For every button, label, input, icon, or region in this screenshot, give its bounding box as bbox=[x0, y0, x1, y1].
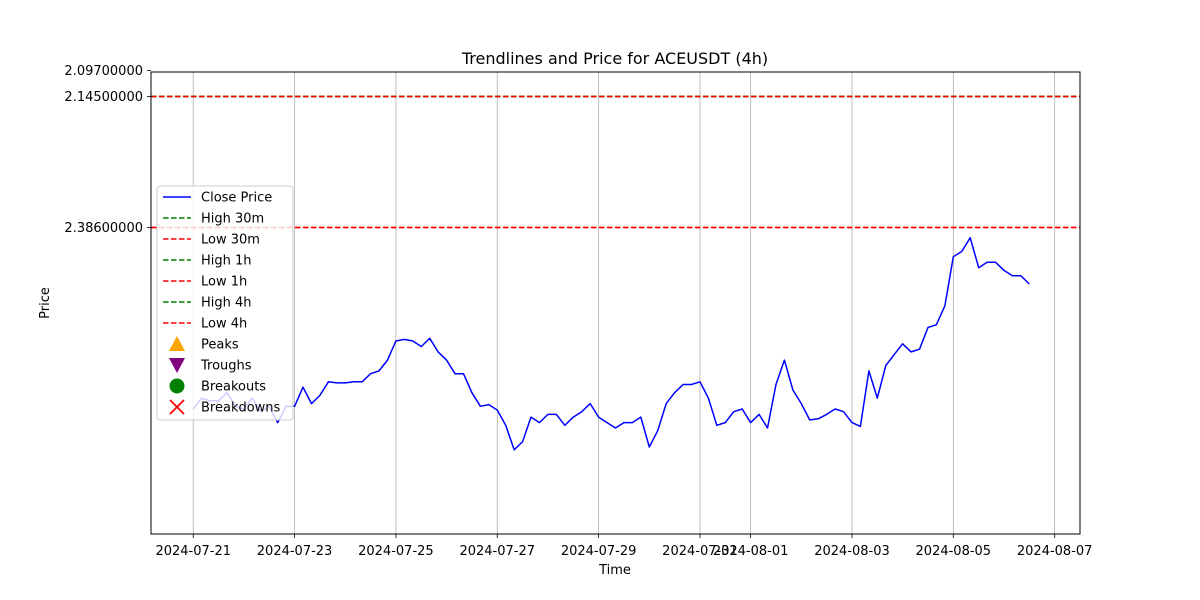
series-group bbox=[192, 237, 1030, 451]
x-tick-label-0: 2024-07-21 bbox=[155, 544, 231, 559]
y-axis-label: Price bbox=[38, 287, 53, 319]
legend-label-9: Breakouts bbox=[201, 380, 266, 395]
legend-label-7: Peaks bbox=[201, 338, 239, 353]
legend-label-3: High 1h bbox=[201, 254, 252, 269]
x-axis: 2024-07-21 2024-07-23 2024-07-25 2024-07-27… bbox=[155, 534, 1092, 559]
grid-lines bbox=[192, 72, 1056, 534]
legend-box bbox=[156, 185, 294, 421]
x-tick-label-6: 2024-08-01 bbox=[713, 544, 789, 559]
legend: Close Price High 30m Low 30m High 1h Low 1h H… bbox=[156, 185, 294, 421]
legend-swatch-9 bbox=[169, 378, 185, 394]
x-axis-label: Time bbox=[598, 563, 631, 578]
x-tick-label-4: 2024-07-29 bbox=[561, 544, 637, 559]
y-axis: 2.38600000 2.14500000 2.09700000 bbox=[64, 64, 151, 236]
x-tick-label-8: 2024-08-05 bbox=[916, 544, 992, 559]
horizontal-levels bbox=[151, 95, 1080, 229]
x-tick-label-3: 2024-07-27 bbox=[459, 544, 535, 559]
legend-label-6: Low 4h bbox=[201, 317, 247, 332]
legend-swatch-10 bbox=[169, 399, 185, 415]
x-tick-label-7: 2024-08-03 bbox=[814, 544, 890, 559]
x-tick-label-9: 2024-08-07 bbox=[1017, 544, 1093, 559]
legend-swatch-8 bbox=[169, 358, 185, 373]
legend-label-1: High 30m bbox=[201, 212, 264, 227]
y-tick-label-1: 2.14500000 bbox=[64, 90, 143, 105]
legend-label-0: Close Price bbox=[201, 191, 272, 206]
y-tick-label-2: 2.09700000 bbox=[64, 64, 143, 79]
legend-label-8: Troughs bbox=[200, 359, 252, 374]
legend-swatch-10-b bbox=[169, 399, 185, 415]
x-tick-label-5: 2024-07-31 bbox=[662, 544, 738, 559]
y-tick-label-0: 2.38600000 bbox=[64, 221, 143, 236]
legend-swatch-7 bbox=[169, 336, 185, 351]
x-tick-label-2: 2024-07-25 bbox=[358, 544, 434, 559]
close-price-line bbox=[192, 237, 1030, 451]
legend-label-10: Breakdowns bbox=[201, 401, 281, 416]
plot-frame bbox=[150, 71, 1081, 535]
x-tick-label-1: 2024-07-23 bbox=[257, 544, 333, 559]
legend-label-4: Low 1h bbox=[201, 275, 247, 290]
chart-title: Trendlines and Price for ACEUSDT (4h) bbox=[461, 49, 768, 68]
legend-label-2: Low 30m bbox=[201, 233, 260, 248]
legend-label-5: High 4h bbox=[201, 296, 252, 311]
